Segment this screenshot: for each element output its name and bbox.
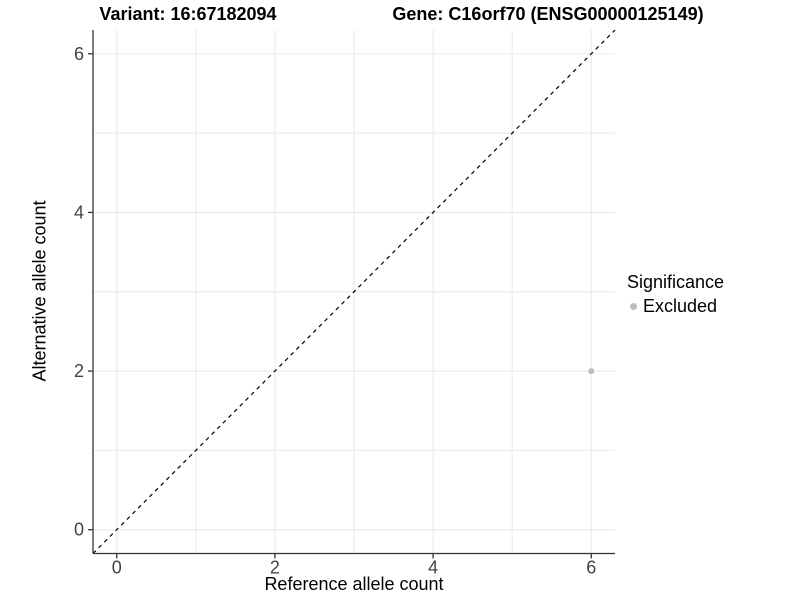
y-tick-label: 4 bbox=[74, 202, 84, 222]
x-tick-label: 6 bbox=[586, 558, 596, 578]
x-tick-label: 4 bbox=[428, 558, 438, 578]
legend-item-label: Excluded bbox=[643, 296, 718, 316]
gene-title: Gene: C16orf70 (ENSG00000125149) bbox=[392, 4, 704, 24]
y-tick-label: 2 bbox=[74, 361, 84, 381]
legend-item-excluded: Excluded bbox=[627, 296, 724, 317]
identity-reference-line bbox=[92, 29, 616, 554]
x-tick-label: 2 bbox=[270, 558, 280, 578]
x-tick-label: 0 bbox=[112, 558, 122, 578]
data-point bbox=[588, 368, 595, 375]
variant-title: Variant: 16:67182094 bbox=[99, 4, 277, 24]
x-axis-title: Reference allele count bbox=[264, 574, 444, 594]
legend: Significance Excluded bbox=[627, 272, 724, 317]
legend-title: Significance bbox=[627, 272, 725, 292]
y-tick-label: 6 bbox=[74, 44, 84, 64]
legend-point-icon bbox=[630, 303, 637, 310]
y-tick-label: 0 bbox=[74, 520, 84, 540]
y-axis-title: Alternative allele count bbox=[29, 200, 50, 382]
